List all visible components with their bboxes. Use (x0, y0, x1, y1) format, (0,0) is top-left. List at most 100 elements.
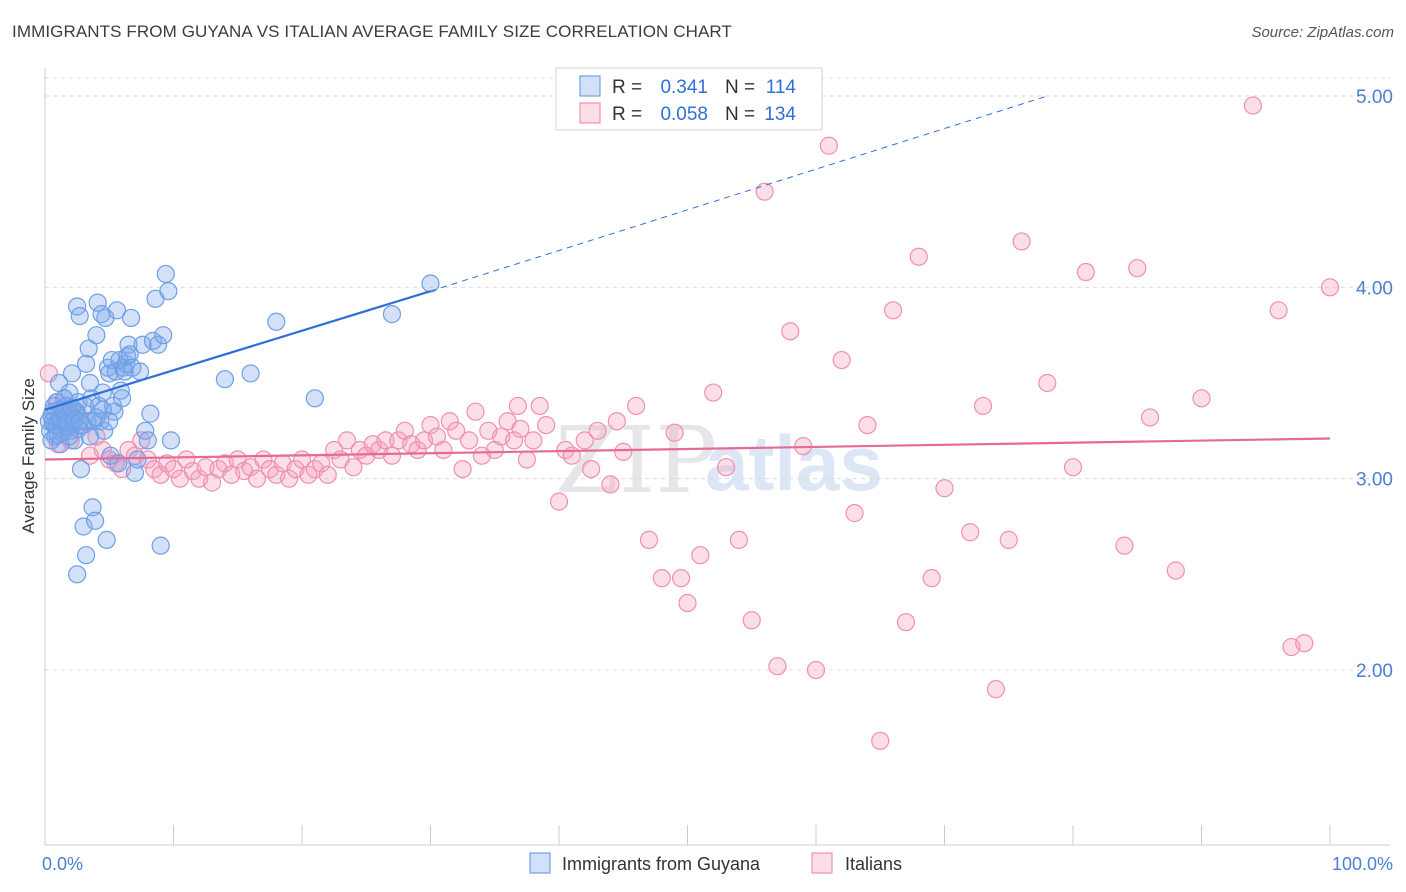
data-point (517, 450, 536, 469)
data-point (671, 569, 691, 588)
data-point (107, 301, 127, 320)
trend-lines (44, 95, 1331, 461)
data-point (86, 511, 105, 530)
data-point (832, 350, 851, 370)
data-point (511, 419, 530, 439)
data-point (151, 536, 170, 555)
data-point (459, 431, 479, 450)
data-point (768, 657, 787, 676)
data-point (508, 396, 527, 416)
data-point (120, 345, 139, 364)
data-point (1063, 458, 1083, 477)
data-point (141, 404, 160, 423)
data-point (132, 431, 151, 450)
data-point (101, 446, 120, 465)
trend-line-guyana (44, 290, 431, 411)
data-point (986, 680, 1006, 699)
data-point (318, 465, 337, 484)
data-point (68, 565, 87, 584)
data-point (305, 389, 324, 408)
legend-n-value: 134 (764, 104, 796, 125)
legend-swatch-guyana[interactable] (529, 852, 551, 874)
data-point (922, 569, 941, 588)
data-point (156, 264, 175, 284)
data-point (70, 306, 89, 326)
data-point (164, 460, 183, 479)
data-point (111, 381, 130, 400)
data-point (74, 517, 93, 536)
data-point (858, 415, 877, 435)
data-point (88, 293, 107, 312)
data-point (1243, 96, 1263, 115)
data-point (77, 354, 96, 373)
data-point (781, 322, 800, 341)
data-point (755, 182, 774, 201)
data-point (504, 431, 524, 450)
data-point (83, 498, 102, 517)
data-point (60, 427, 79, 446)
data-point (961, 523, 980, 542)
legend-n-label: N = (725, 104, 755, 125)
data-point (729, 530, 749, 549)
y-axis-title: Average Family Size (19, 378, 38, 534)
data-point (652, 569, 671, 588)
data-point (80, 427, 100, 446)
trend-extension-guyana (430, 95, 1048, 292)
data-point (614, 442, 633, 461)
data-point (845, 504, 864, 523)
chart-title: IMMIGRANTS FROM GUYANA VS ITALIAN AVERAG… (12, 22, 732, 41)
y-tick-label: 5.00 (1356, 87, 1393, 108)
data-point (97, 530, 116, 549)
trend-line-italians (44, 437, 1331, 461)
data-point (93, 400, 112, 419)
legend-swatch-italians[interactable] (811, 852, 833, 874)
data-point (421, 274, 440, 293)
legend-r-value: 0.058 (660, 104, 708, 125)
data-point (1140, 408, 1160, 427)
data-point (100, 412, 119, 431)
data-point (639, 530, 659, 549)
data-point (138, 431, 157, 450)
data-point (112, 389, 132, 408)
data-point (973, 396, 993, 416)
data-point (678, 593, 697, 613)
y-tick-label: 4.00 (1356, 278, 1393, 299)
data-point (70, 412, 89, 431)
data-point (80, 373, 100, 393)
data-point (883, 301, 903, 320)
data-point (549, 492, 569, 511)
data-point (871, 731, 890, 750)
data-point (382, 446, 402, 465)
data-point (148, 335, 168, 354)
data-point (130, 362, 150, 381)
data-point (1269, 301, 1288, 320)
data-point (125, 463, 145, 483)
data-point (524, 431, 543, 450)
legend-r-value: 0.341 (660, 77, 708, 98)
watermark-atlas: atlas (705, 419, 883, 507)
data-point (62, 364, 82, 383)
x-tick-label: 100.0% (1332, 854, 1393, 874)
data-point (337, 431, 357, 450)
data-point (1012, 232, 1031, 251)
data-point (1192, 389, 1211, 408)
data-point (530, 396, 549, 416)
data-point (128, 450, 147, 469)
legend-label-italians[interactable]: Italians (845, 854, 902, 874)
legend-label-guyana[interactable]: Immigrants from Guyana (562, 854, 761, 874)
legend-swatch-guyana (579, 75, 601, 97)
data-point (1128, 259, 1147, 278)
data-point (161, 431, 181, 450)
data-point (177, 450, 196, 469)
y-tick-label: 2.00 (1356, 661, 1393, 682)
data-point (935, 479, 954, 498)
data-point (280, 469, 299, 488)
x-tick-label: 0.0% (42, 854, 83, 874)
italians-points (39, 96, 1340, 750)
data-point (601, 475, 620, 494)
y-tick-label: 3.00 (1356, 470, 1393, 491)
tick-labels: 2.00 3.00 4.00 5.00 0.0% 100.0% (42, 87, 1393, 874)
data-point (716, 458, 736, 477)
data-point (665, 423, 684, 442)
